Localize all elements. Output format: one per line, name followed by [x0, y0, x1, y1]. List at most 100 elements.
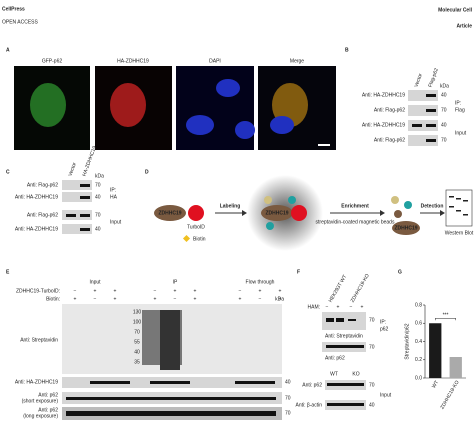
marker: 70	[285, 395, 291, 401]
node-label: Biotin	[193, 236, 206, 242]
marker: 100	[133, 319, 142, 325]
sign: −	[174, 296, 177, 302]
marker: 70	[369, 344, 375, 350]
sign: +	[74, 296, 77, 302]
node-label: ZDHHC19	[265, 210, 288, 216]
marker: 40	[285, 379, 291, 385]
row-label: Anti: p62	[325, 355, 345, 361]
panel-letter: A	[6, 47, 10, 53]
condition-label: Biotin:	[46, 296, 60, 302]
row-label: (short exposure)	[22, 398, 59, 404]
y-tick-label: 0.6	[415, 321, 422, 327]
node-label: ZDHHC19	[394, 225, 417, 231]
y-tick-label: 0.2	[415, 357, 422, 363]
group-label: Input	[455, 130, 467, 136]
node-label: ZDHHC19	[158, 210, 181, 216]
step-note: streptavidin-coated magnetic beads	[316, 219, 395, 225]
channel-label: Merge	[290, 58, 304, 64]
lane-label: HEK293T WT	[328, 274, 349, 304]
node-label: Western Blot	[445, 230, 474, 236]
marker: 40	[441, 122, 447, 128]
sign: +	[279, 288, 282, 294]
micrographs	[14, 66, 336, 150]
workflow-diagram	[154, 175, 473, 251]
marker: 130	[133, 309, 142, 315]
step-label: Labeling	[220, 203, 241, 209]
group-label: IP	[173, 279, 178, 285]
marker: 70	[441, 137, 447, 143]
marker: 35	[134, 359, 140, 365]
sign: +	[194, 296, 197, 302]
panel-letter: G	[398, 269, 402, 275]
group-label: Input	[380, 392, 392, 398]
panel-letter: F	[297, 269, 300, 275]
channel-label: HA-ZDHHC19	[117, 58, 149, 64]
group-label: Flow through	[246, 279, 275, 285]
sign: −	[259, 296, 262, 302]
row-label: Anti: p62	[38, 407, 58, 413]
kda: kDa	[440, 83, 449, 89]
bands	[66, 94, 436, 416]
sign: +	[279, 296, 282, 302]
significance: ***	[443, 313, 449, 319]
group-label: Input	[89, 279, 101, 285]
x-tick-label: WT	[431, 380, 440, 390]
sign: +	[114, 288, 117, 294]
row-label: Anti: β-actin	[296, 402, 323, 408]
lane-label: Flag-p62	[427, 67, 439, 88]
row-label: Anti: p62	[38, 392, 58, 398]
marker: 40	[95, 226, 101, 232]
sign: −	[350, 304, 353, 310]
row-label: Anti: Streptavidin	[325, 333, 363, 339]
step-label: Detection	[421, 203, 444, 209]
sign: −	[154, 288, 157, 294]
sign: +	[239, 296, 242, 302]
marker: 70	[441, 107, 447, 113]
row-label: Anti: HA-ZDHHC19	[15, 194, 58, 200]
sign: +	[174, 288, 177, 294]
step-label: Enrichment	[341, 203, 369, 209]
marker: 40	[134, 349, 140, 355]
sign: +	[361, 304, 364, 310]
channel-label: DAPI	[209, 58, 221, 64]
condition-label: HAM:	[308, 304, 321, 310]
group-label: HA	[110, 194, 118, 200]
sign: −	[326, 304, 329, 310]
marker: 70	[369, 382, 375, 388]
sign: +	[94, 288, 97, 294]
y-tick-label: 0.4	[415, 339, 422, 345]
condition-label: ZDHHC19-TurboID:	[16, 288, 60, 294]
row-label: Anti: p62	[302, 382, 322, 388]
genotype: WT	[330, 371, 338, 377]
sign: +	[337, 304, 340, 310]
row-label: Anti: HA-ZDHHC19	[362, 92, 405, 98]
group-label: IP:	[455, 100, 461, 106]
group-label: IP:	[110, 187, 116, 193]
y-tick-label: 0.8	[415, 302, 422, 308]
journal: Molecular Cell	[438, 7, 473, 13]
marker: 40	[369, 402, 375, 408]
x-tick-label: ZDHHC19-KO	[439, 380, 460, 411]
bar	[429, 323, 442, 378]
row-label: Anti: HA-ZDHHC19	[15, 379, 58, 385]
channel-label: GFP-p62	[42, 58, 63, 64]
marker: 70	[95, 182, 101, 188]
panel-letter: E	[6, 269, 10, 275]
sign: −	[94, 296, 97, 302]
row-label: Anti: Flag-p62	[374, 107, 405, 113]
kda: kDa	[95, 173, 104, 179]
genotype: KO	[352, 371, 359, 377]
sign: −	[74, 288, 77, 294]
group-label: p62	[380, 326, 389, 332]
panel-letter: B	[345, 47, 349, 53]
group-label: Flag	[455, 107, 465, 113]
row-label: Anti: Flag-p62	[374, 137, 405, 143]
row-label: Anti: HA-ZDHHC19	[362, 122, 405, 128]
row-label: (long exposure)	[23, 413, 58, 419]
lane-label: Vector	[67, 161, 78, 177]
article-type: Article	[456, 23, 472, 29]
kda: kDa	[275, 296, 284, 302]
marker: 70	[134, 329, 140, 335]
row-label: Anti: Streptavidin	[20, 337, 58, 343]
